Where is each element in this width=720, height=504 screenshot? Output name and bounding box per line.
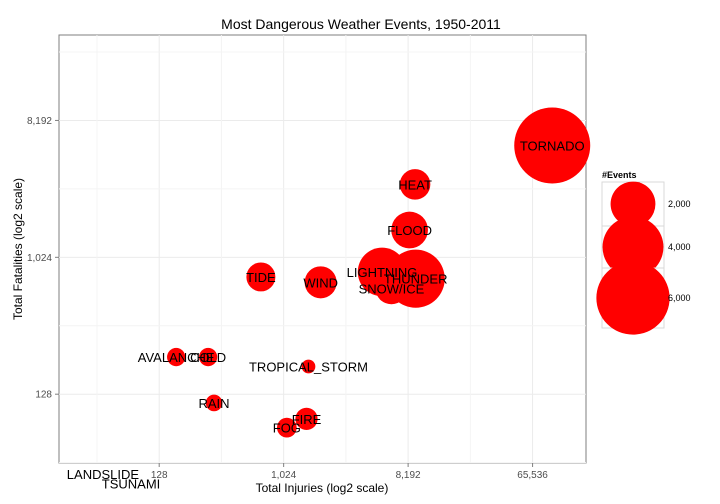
point-label: FLOOD [387,223,432,238]
data-points [167,107,591,438]
bubble-tropical-storm [301,359,316,374]
point-label: SNOW/ICE [359,281,425,296]
legend-label: 2,000 [668,199,691,209]
x-axis-title: Total Injuries (log2 scale) [256,481,389,495]
x-tick-label: 128 [151,470,168,481]
grid-lines [59,35,586,464]
y-tick-label: 8,192 [27,116,52,127]
bubble-tide [246,262,276,292]
point-label: HEAT [398,177,432,192]
point-label: TSUNAMI [102,476,161,491]
legend-title: #Events [602,170,637,180]
point-label: WIND [303,275,338,290]
point-label: TIDE [246,270,276,285]
bubble-avalanche [167,347,186,367]
x-tick-label: 1,024 [271,470,296,481]
bubble-heat [399,169,431,200]
x-tick-label: 65,536 [517,470,548,481]
point-label: LANDSLIDE [67,467,140,482]
legend: #Events 2,000 4,000 6,000 [596,170,691,335]
chart-title: Most Dangerous Weather Events, 1950-2011 [221,16,501,32]
point-label: TORNADO [520,138,585,153]
point-label: FIRE [292,412,322,427]
legend-bubble [596,261,670,335]
point-label: COLD [190,350,226,365]
x-axis-ticks: 128 1,024 8,192 65,536 [151,463,548,481]
bubble-tornado [514,107,591,184]
legend-label: 4,000 [668,242,691,252]
y-tick-label: 128 [35,390,52,401]
plot-panel [58,34,587,464]
point-label: THUNDER [384,272,448,287]
bubble-fog [276,417,297,438]
point-label: AVALANCHE [138,350,215,365]
bubble-wind [304,266,337,299]
point-label: LIGHTNING [347,265,418,280]
legend-label: 6,000 [668,293,691,303]
legend-bubble [610,181,656,227]
point-label: RAIN [199,396,230,411]
bubble-cold [199,347,218,367]
point-label: FOG [273,421,301,436]
bubble-rain [205,394,223,412]
point-label: TROPICAL_STORM [249,359,368,374]
point-labels: TORNADO HEAT FLOOD LIGHTNINGTHUNDERSNOW/ICE… [67,138,585,491]
y-tick-label: 1,024 [27,253,52,264]
x-tick-label: 8,192 [396,470,421,481]
bubble-flood [391,211,428,249]
legend-bubble [602,216,664,278]
y-axis-title: Total Fatalities (log2 scale) [11,178,25,320]
bubble-snow-ice [375,272,408,305]
y-axis-ticks: 128 1,024 8,192 [27,116,59,401]
bubble-fire [295,407,318,430]
